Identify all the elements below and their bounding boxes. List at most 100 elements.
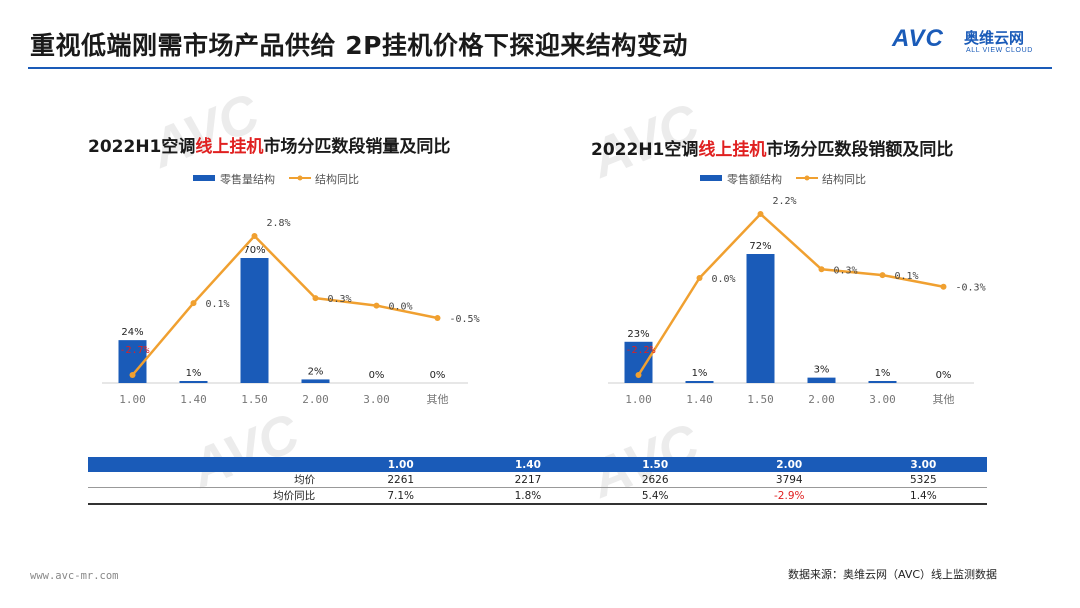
table-cell: 7.1% [387, 489, 415, 502]
line-point [818, 266, 825, 273]
x-tick-label: 3.00 [363, 393, 390, 406]
table-cell: 5325 [909, 473, 937, 486]
bar-value-label: 0% [369, 370, 385, 381]
line-value-label: 0.1% [206, 299, 230, 310]
table-header-cell: 1.40 [464, 457, 592, 472]
legend-bar-swatch [700, 175, 722, 181]
table-header-cell: 1.00 [337, 457, 465, 472]
bar-value-label: 72% [749, 241, 771, 252]
line-point [940, 283, 947, 290]
bar [868, 381, 897, 383]
line-value-label: 0.3% [328, 294, 352, 305]
row-label: 均价 [294, 474, 316, 486]
bar-value-label: 3% [814, 365, 830, 376]
table-cell: 2261 [387, 473, 415, 486]
line-value-label: -0.5% [450, 314, 480, 325]
series-line [131, 234, 438, 376]
bar-value-label: 0% [936, 370, 952, 381]
line-value-label: -2.2% [625, 345, 655, 356]
chart-title-prefix: 2022H1空调 [88, 136, 195, 157]
table-row: 均价同比 7.1% 1.8% 5.4% -2.9% 1.4% [88, 488, 987, 504]
table-cell: 3794 [775, 473, 803, 486]
table-header-cell: 1.50 [591, 457, 719, 472]
bar [746, 254, 775, 383]
x-tick-label: 1.50 [241, 393, 268, 406]
table-row: 均价 2261 2217 2626 3794 5325 [88, 472, 987, 488]
chart-title-highlight: 线上挂机 [195, 136, 263, 157]
table-cell: 1.4% [910, 489, 937, 502]
legend-line-label: 结构同比 [315, 172, 359, 186]
line-value-label: 2.8% [267, 218, 291, 229]
title-divider [28, 67, 1052, 69]
table-header-row: 1.00 1.40 1.50 2.00 3.00 [88, 457, 987, 472]
line-point [312, 295, 319, 302]
x-tick-label: 2.00 [302, 393, 329, 406]
bar-value-label: 23% [627, 329, 649, 340]
table-cell: 1.8% [514, 489, 542, 502]
line-value-label: 0.3% [834, 265, 858, 276]
legend-bar-label: 零售量结构 [220, 172, 275, 186]
bar [179, 381, 208, 383]
chart-title: 2022H1空调线上挂机市场分匹数段销量及同比 [88, 136, 450, 157]
series-line [637, 212, 944, 376]
bar-value-label: 1% [692, 368, 708, 379]
table-cell: 5.4% [641, 489, 669, 502]
logo-cn: 奥维云网 [964, 29, 1025, 47]
line-value-label: 2.2% [773, 196, 797, 207]
logo-mark: AVC [892, 25, 944, 52]
legend-bar-label: 零售额结构 [727, 172, 782, 186]
bar-value-label: 24% [121, 327, 143, 338]
line-point [251, 233, 258, 239]
line-point [434, 315, 441, 321]
line-value-label: -2.7% [119, 345, 149, 356]
legend-bar-swatch [193, 175, 215, 181]
page-title: 重视低端刚需市场产品供给 2P挂机价格下探迎来结构变动 [30, 31, 688, 60]
line-value-label: 0.0% [712, 274, 736, 285]
table-cell: 2626 [641, 473, 669, 486]
bar-value-label: 1% [875, 368, 891, 379]
x-tick-label: 其他 [933, 393, 955, 406]
line-point [190, 300, 197, 307]
legend-line-label: 结构同比 [822, 172, 866, 186]
x-tick-label: 3.00 [869, 393, 896, 406]
line-point [635, 372, 642, 378]
bar [301, 379, 330, 383]
line-point [129, 372, 136, 378]
table-header-cell [88, 457, 338, 472]
bar [685, 381, 714, 383]
chart-title: 2022H1空调线上挂机市场分匹数段销额及同比 [591, 139, 953, 160]
chart-title-suffix: 市场分匹数段销量及同比 [263, 136, 450, 157]
brand-logo: AVC 奥维云网 ALL VIEW CLOUD [892, 25, 1052, 57]
chart-title-suffix: 市场分匹数段销额及同比 [766, 139, 953, 160]
bar-value-label: 0% [430, 370, 446, 381]
legend-line-marker [297, 175, 303, 181]
price-table: 1.00 1.40 1.50 2.00 3.00 均价 2261 2217 26… [88, 457, 987, 505]
line-point [696, 275, 703, 281]
x-tick-label: 1.00 [119, 393, 146, 406]
chart-title-highlight: 线上挂机 [698, 139, 766, 160]
table-cell: 2217 [514, 473, 542, 486]
line-value-label: 0.0% [389, 302, 413, 313]
footer-url: www.avc-mr.com [30, 570, 119, 582]
row-label: 均价同比 [273, 490, 316, 502]
bar-value-label: 1% [186, 368, 202, 379]
line-point [879, 272, 886, 279]
table-header-cell: 2.00 [718, 457, 860, 472]
bar-value-label: 70% [243, 245, 265, 256]
bar [240, 258, 269, 383]
line-point [373, 302, 380, 309]
bar-value-label: 2% [308, 366, 324, 377]
line-value-label: 0.1% [895, 271, 919, 282]
table-cell-negative: -2.9% [774, 489, 805, 502]
x-tick-label: 1.50 [747, 393, 774, 406]
x-tick-label: 2.00 [808, 393, 835, 406]
bar [807, 377, 836, 383]
line-point [757, 211, 764, 217]
footer-source: 数据来源：奥维云网（AVC）线上监测数据 [788, 568, 998, 581]
legend-line-marker [804, 175, 810, 181]
line-value-label: -0.3% [956, 283, 986, 294]
